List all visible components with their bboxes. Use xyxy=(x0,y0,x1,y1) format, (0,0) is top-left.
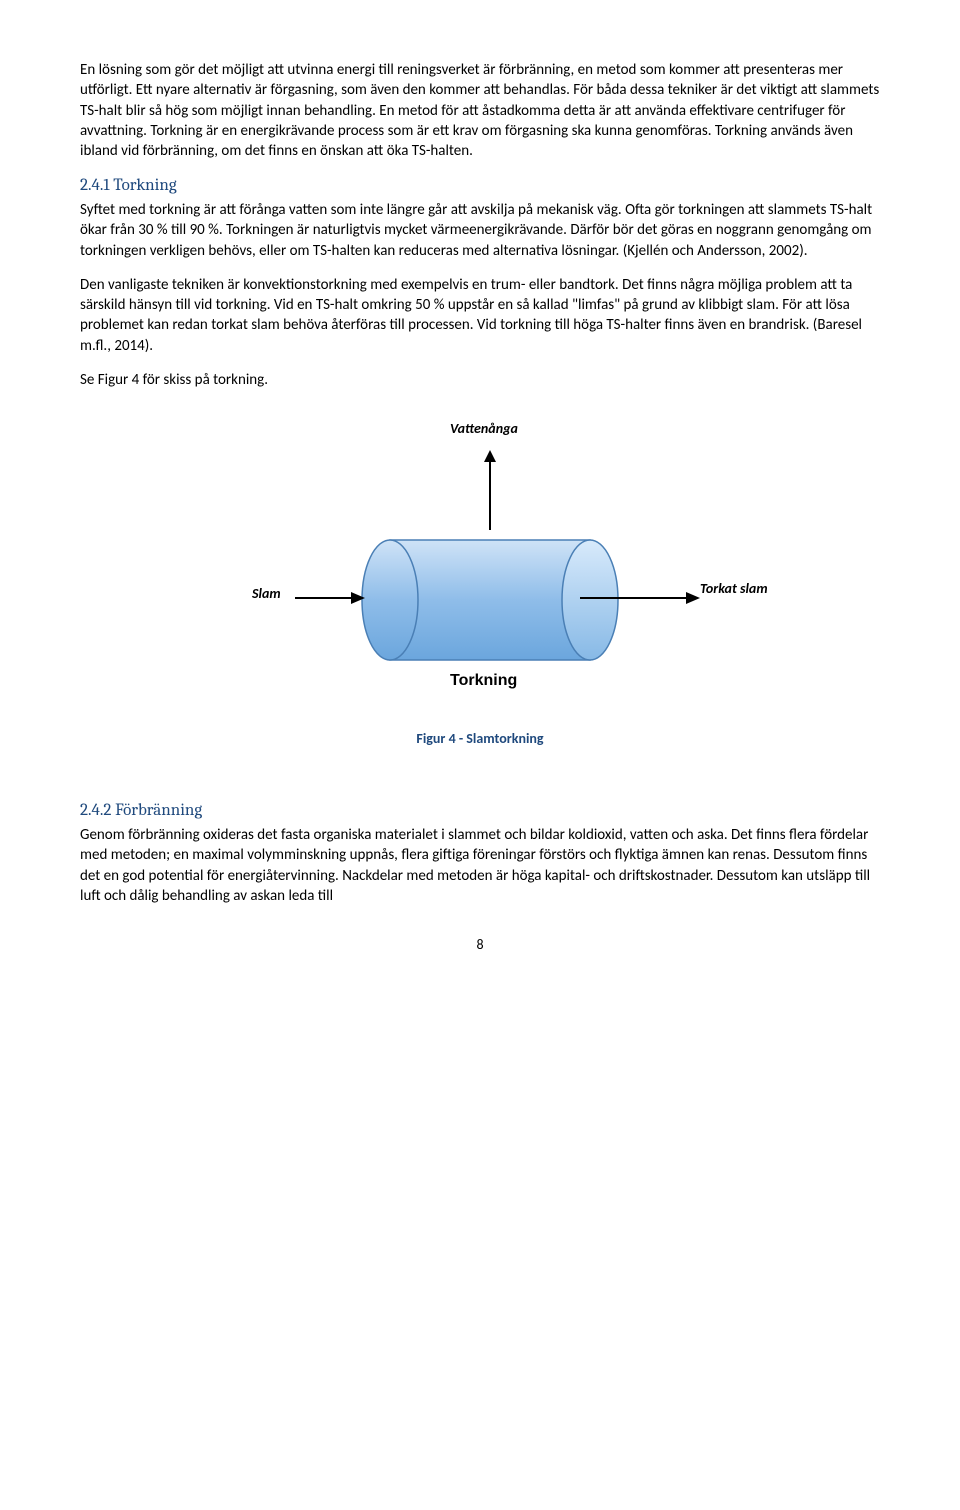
paragraph-torkning-1: Syftet med torkning är att förånga vatte… xyxy=(80,200,880,261)
figure-label-torkning: Torkning xyxy=(450,670,517,692)
figure-label-slam: Slam xyxy=(252,585,281,604)
paragraph-torkning-2: Den vanligaste tekniken är konvektionsto… xyxy=(80,275,880,356)
paragraph-forbranning: Genom förbränning oxideras det fasta org… xyxy=(80,825,880,906)
heading-torkning: 2.4.1 Torkning xyxy=(80,175,880,198)
heading-forbranning: 2.4.2 Förbränning xyxy=(80,800,880,823)
figure-label-torkat: Torkat slam xyxy=(700,580,768,599)
arrow-left-icon xyxy=(295,588,365,608)
arrow-up-icon xyxy=(480,450,500,530)
page-number: 8 xyxy=(80,936,880,955)
figure-slamtorkning: Vattenånga Slam Torkat slam Torkning xyxy=(80,420,880,760)
figure-caption: Figur 4 - Slamtorkning xyxy=(80,730,880,749)
paragraph-torkning-3: Se Figur 4 för skiss på torkning. xyxy=(80,370,880,390)
arrow-right-icon xyxy=(580,588,700,608)
figure-label-vattenanga: Vattenånga xyxy=(450,420,518,439)
paragraph-intro: En lösning som gör det möjligt att utvin… xyxy=(80,60,880,161)
